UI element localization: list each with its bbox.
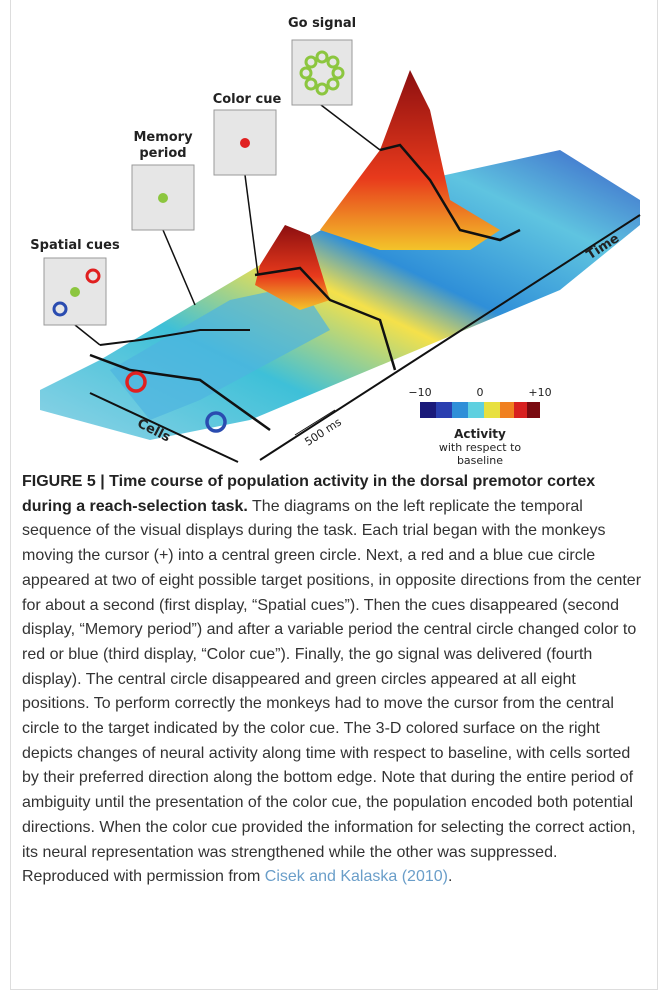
label: Go signal [288, 16, 356, 31]
caption-body: The diagrams on the left replicate the t… [22, 498, 641, 886]
colorbar-title: Activity [454, 427, 506, 441]
label: Memory [133, 130, 193, 145]
label: Spatial cues [30, 238, 120, 253]
figure: Go signal Color cue Memory period Spatia… [0, 0, 669, 470]
tick-label: −10 [408, 386, 431, 399]
red-dot [240, 138, 250, 148]
green-dot [158, 193, 168, 203]
tick-label: 0 [477, 386, 484, 399]
tick-label: +10 [528, 386, 551, 399]
colorbar-subtitle: with respect to [439, 441, 522, 454]
caption-label: FIGURE 5 | [22, 473, 109, 490]
green-dot [70, 287, 80, 297]
caption: FIGURE 5 | Time course of population act… [22, 470, 647, 890]
label: Color cue [213, 92, 282, 107]
caption-end: . [448, 868, 452, 885]
colorbar-subtitle: baseline [457, 454, 503, 467]
citation-link[interactable]: Cisek and Kalaska (2010) [265, 868, 448, 885]
colorbar-ticks: −10 0 +10 [408, 386, 551, 399]
colorbar [420, 402, 540, 418]
label: period [139, 146, 186, 161]
